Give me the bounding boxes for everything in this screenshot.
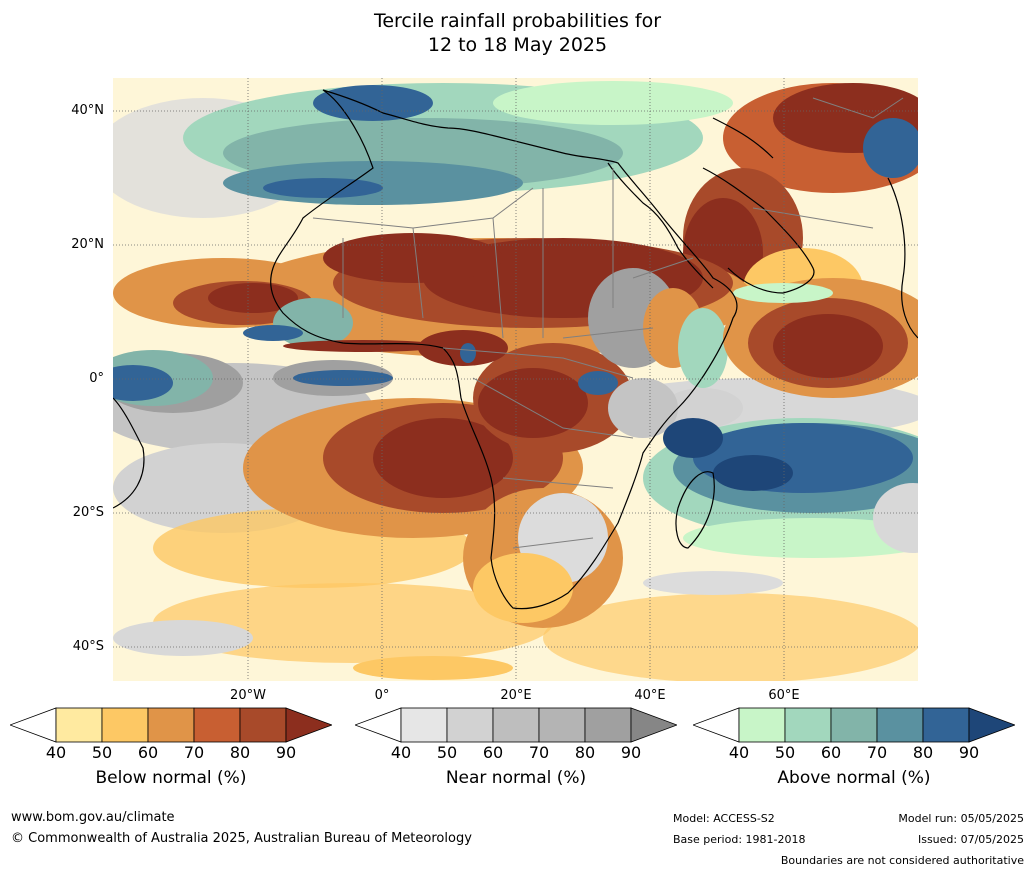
colorbar-tick-label: 50 [774,743,796,762]
colorbar-low-arrow [355,707,402,743]
colorbar-segment [147,707,195,743]
colorbar-segment [584,707,632,743]
colorbar-high-arrow [630,707,677,743]
lat-label-0: 0° [89,371,104,386]
map-title-line2: 12 to 18 May 2025 [427,34,608,56]
colorbar-above-normal [693,707,1015,743]
colorbar-tick-label: 90 [275,743,297,762]
colorbar-tick-label: 60 [137,743,159,762]
colorbar-low-arrow [10,707,57,743]
lon-label-60e: 60°E [768,688,800,703]
country-borders [312,97,904,549]
colorbar-segment [101,707,149,743]
colorbar-segment [922,707,970,743]
colorbar-near-normal [355,707,677,743]
colorbar-tick-label: 80 [912,743,934,762]
colorbar-tick-label: 80 [229,743,251,762]
colorbar-high-arrow [968,707,1015,743]
colorbar-tick-label: 90 [958,743,980,762]
colorbar-segment [492,707,540,743]
colorbar-tick-label: 90 [620,743,642,762]
colorbar-tick-label: 40 [728,743,750,762]
colorbar-segment [876,707,924,743]
colorbar-segment [538,707,586,743]
model-name: Model: ACCESS-S2 [673,812,775,825]
copyright-text: © Commonwealth of Australia 2025, Austra… [11,831,472,846]
lat-label-20n: 20°N [71,237,104,252]
colorbar-tick-label: 40 [45,743,67,762]
boundaries-disclaimer: Boundaries are not considered authoritat… [780,854,1024,867]
lon-label-20w: 20°W [230,688,266,703]
lon-label-0: 0° [374,688,390,703]
probability-map [113,78,918,681]
colorbar-title-near: Near normal (%) [445,768,587,788]
colorbar-segment [239,707,287,743]
lat-label-40n: 40°N [71,103,104,118]
colorbar-below-normal [10,707,332,743]
colorbar-segment [400,707,448,743]
base-period: Base period: 1981-2018 [673,833,806,846]
colorbar-tick-label: 60 [820,743,842,762]
map-title-line1: Tercile rainfall probabilities for [373,10,662,32]
lat-label-40s: 40°S [72,639,104,654]
colorbar-segment [55,707,103,743]
coastlines [113,89,918,610]
probability-fields [113,78,918,681]
colorbar-tick-label: 70 [183,743,205,762]
lat-label-20s: 20°S [72,505,104,520]
colorbar-segment [738,707,786,743]
model-run-date: Model run: 05/05/2025 [898,812,1024,825]
colorbar-segment [446,707,494,743]
colorbar-low-arrow [693,707,740,743]
colorbar-high-arrow [285,707,332,743]
colorbar-tick-label: 70 [866,743,888,762]
colorbar-segment [784,707,832,743]
lon-label-20e: 20°E [500,688,532,703]
issued-date: Issued: 07/05/2025 [917,833,1024,846]
colorbar-tick-label: 70 [528,743,550,762]
graticule [113,78,918,681]
colorbar-tick-label: 50 [91,743,113,762]
colorbar-segment [830,707,878,743]
colorbar-segment [193,707,241,743]
colorbar-tick-label: 40 [390,743,412,762]
lon-label-40e: 40°E [634,688,666,703]
colorbar-tick-label: 50 [436,743,458,762]
website-link[interactable]: www.bom.gov.au/climate [11,810,175,825]
colorbar-tick-label: 80 [574,743,596,762]
colorbar-title-below: Below normal (%) [95,768,247,788]
colorbar-title-above: Above normal (%) [777,768,931,788]
colorbar-tick-label: 60 [482,743,504,762]
